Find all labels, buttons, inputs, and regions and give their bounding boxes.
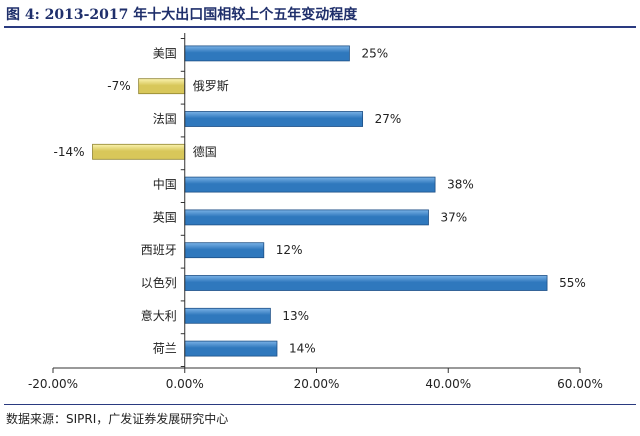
title-rule: [4, 26, 636, 28]
chart-title: 图 4: 2013-2017 年十大出口国相较上个五年变动程度: [6, 7, 358, 23]
bar-6: [184, 242, 265, 259]
value-label: 12%: [276, 243, 303, 257]
source-note: 数据来源：SIPRI，广发证券发展研究中心: [6, 412, 229, 426]
value-label: 38%: [447, 178, 474, 192]
value-label: -14%: [54, 145, 85, 159]
value-label: 14%: [289, 342, 316, 356]
category-label: 美国: [153, 46, 177, 60]
x-tick-label: 60.00%: [557, 377, 603, 391]
bar-3: [92, 143, 186, 160]
category-label: 意大利: [141, 308, 177, 323]
category-label: 荷兰: [153, 342, 177, 356]
bar-5: [184, 209, 429, 226]
axes-group: -20.00% 0.00% 20.00% 40.00% 60.00%: [28, 33, 603, 391]
bar-9: [184, 340, 278, 357]
bar-1: [138, 78, 186, 95]
category-label: 西班牙: [141, 243, 177, 257]
bar-4: [184, 176, 436, 193]
category-label: 法国: [153, 112, 177, 126]
x-tick-label: -20.00%: [28, 377, 78, 391]
x-tick-label: 0.00%: [166, 377, 204, 391]
category-label: 俄罗斯: [193, 79, 229, 93]
value-label: 55%: [559, 276, 586, 290]
x-tick-label: 40.00%: [425, 377, 471, 391]
bars-group: 美国 25% 俄罗斯 -7% 法国 27% 德国 -14% 中国 38% 英国 37% 西班牙 12% 以色…: [54, 45, 586, 357]
category-label: 英国: [153, 210, 177, 224]
category-label: 中国: [153, 177, 177, 192]
bar-7: [184, 275, 548, 291]
bar-2: [184, 111, 364, 127]
value-label: 37%: [440, 210, 467, 224]
x-tick-label: 20.00%: [294, 377, 340, 391]
value-label: 13%: [282, 309, 309, 323]
footer-rule: [4, 404, 636, 405]
bar-8: [184, 307, 271, 324]
value-label: 27%: [375, 112, 402, 126]
category-label: 德国: [193, 144, 217, 159]
category-label: 以色列: [141, 276, 177, 290]
value-label: 25%: [361, 46, 388, 60]
value-label: -7%: [107, 79, 130, 93]
bar-0: [184, 45, 350, 62]
